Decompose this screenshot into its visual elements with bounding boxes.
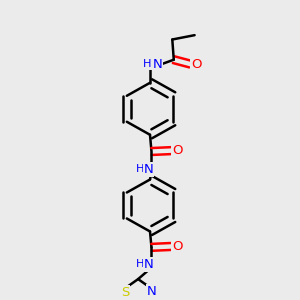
Text: N: N — [144, 258, 153, 271]
Text: N: N — [144, 163, 153, 176]
Text: O: O — [191, 58, 202, 70]
Text: O: O — [172, 144, 183, 157]
Text: H: H — [143, 59, 151, 69]
Text: O: O — [172, 240, 183, 253]
Text: S: S — [121, 286, 129, 299]
Text: H: H — [136, 259, 144, 269]
Text: N: N — [147, 285, 157, 298]
Text: H: H — [136, 164, 144, 174]
Text: N: N — [153, 58, 162, 70]
